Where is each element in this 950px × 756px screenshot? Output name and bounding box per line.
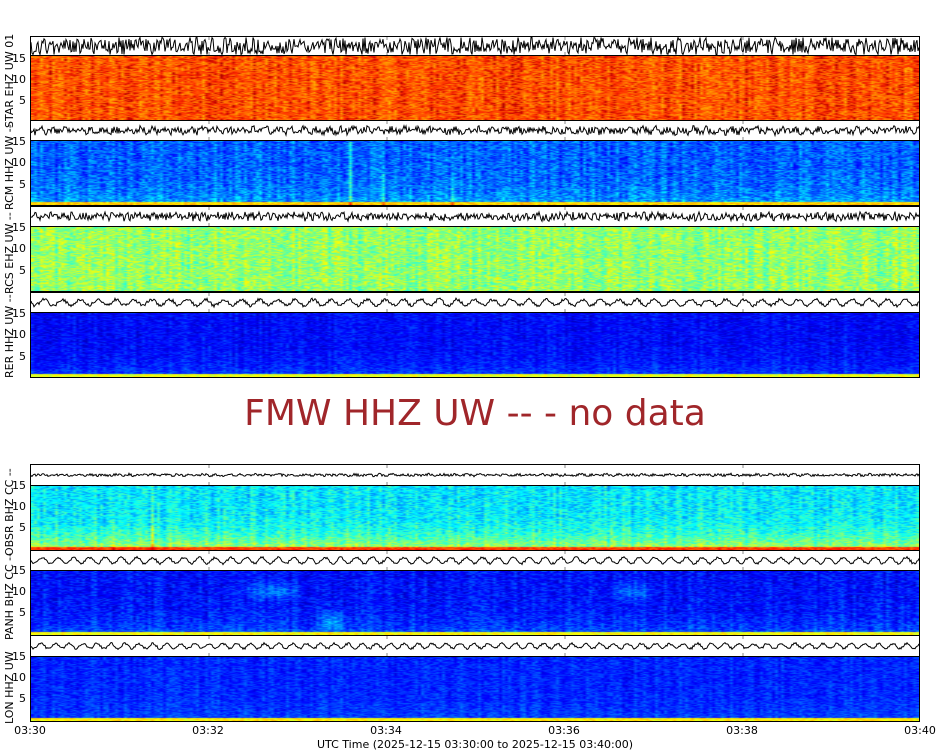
xtick-0330: 03:30 <box>14 724 46 737</box>
panel-rer <box>30 292 920 378</box>
ytick-15: 15 <box>12 221 26 234</box>
spectrogram-panh <box>30 570 920 636</box>
ytick-10: 10 <box>12 156 26 169</box>
ytick-15: 15 <box>12 307 26 320</box>
waveform-rer <box>30 292 920 313</box>
waveform-trace <box>31 465 919 485</box>
waveform-trace <box>31 551 919 570</box>
waveform-panh <box>30 550 920 571</box>
panel-lon <box>30 635 920 722</box>
ytick-15: 15 <box>12 52 26 65</box>
x-axis-label: UTC Time (2025-12-15 03:30:00 to 2025-12… <box>317 738 633 751</box>
spectrogram-lon <box>30 656 920 722</box>
panel-rcm <box>30 120 920 206</box>
ytick-5: 5 <box>19 178 26 191</box>
panel-star <box>30 36 920 121</box>
spectrogram-rcs <box>30 226 920 292</box>
ytick-15: 15 <box>12 135 26 148</box>
ytick-10: 10 <box>12 242 26 255</box>
no-data-message: FMW HHZ UW -- - no data <box>244 393 706 434</box>
ytick-15: 15 <box>12 564 26 577</box>
waveform-rcm <box>30 120 920 141</box>
ytick-5: 5 <box>19 606 26 619</box>
xtick-0332: 03:32 <box>192 724 224 737</box>
ytick-10: 10 <box>12 500 26 513</box>
ytick-10: 10 <box>12 671 26 684</box>
spectrogram-rer <box>30 312 920 378</box>
ytick-5: 5 <box>19 94 26 107</box>
waveform-rcs <box>30 206 920 227</box>
spectrogram-star <box>30 55 920 121</box>
panel-rcs <box>30 206 920 292</box>
waveform-trace <box>31 207 919 226</box>
ytick-10: 10 <box>12 328 26 341</box>
xtick-0334: 03:34 <box>370 724 402 737</box>
waveform-obsr <box>30 464 920 486</box>
waveform-star <box>30 36 920 56</box>
xtick-0340: 03:40 <box>904 724 936 737</box>
waveform-trace <box>31 37 919 55</box>
panel-obsr <box>30 464 920 551</box>
waveform-trace <box>31 293 919 312</box>
ytick-10: 10 <box>12 73 26 86</box>
ytick-5: 5 <box>19 350 26 363</box>
panel-panh <box>30 550 920 636</box>
xtick-0338: 03:38 <box>726 724 758 737</box>
waveform-lon <box>30 635 920 657</box>
ytick-15: 15 <box>12 650 26 663</box>
spectrogram-rcm <box>30 140 920 206</box>
spectrogram-obsr <box>30 485 920 551</box>
waveform-trace <box>31 636 919 656</box>
ytick-5: 5 <box>19 521 26 534</box>
waveform-trace <box>31 121 919 140</box>
ytick-5: 5 <box>19 264 26 277</box>
xtick-0336: 03:36 <box>548 724 580 737</box>
ytick-15: 15 <box>12 479 26 492</box>
ytick-5: 5 <box>19 692 26 705</box>
ytick-10: 10 <box>12 585 26 598</box>
